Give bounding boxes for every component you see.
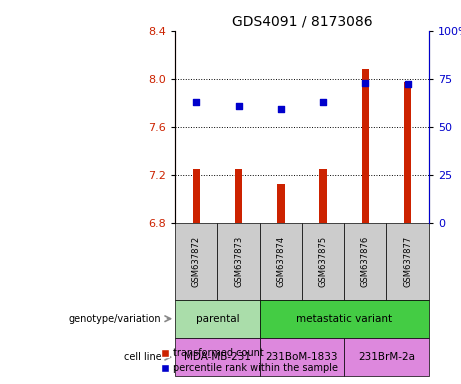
- Bar: [344, 223, 386, 300]
- Text: GSM637876: GSM637876: [361, 235, 370, 287]
- Bar: [344, 338, 429, 376]
- Bar: [277, 184, 284, 223]
- Bar: [302, 223, 344, 300]
- Bar: [319, 169, 327, 223]
- Point: [277, 106, 284, 113]
- Text: parental: parental: [195, 314, 239, 324]
- Text: cell line: cell line: [124, 352, 161, 362]
- Text: GSM637874: GSM637874: [276, 235, 285, 287]
- Bar: [193, 169, 200, 223]
- Text: metastatic variant: metastatic variant: [296, 314, 392, 324]
- Point: [235, 103, 242, 109]
- Bar: [260, 338, 344, 376]
- Text: GSM637875: GSM637875: [319, 235, 328, 287]
- Bar: [175, 223, 218, 300]
- Bar: [404, 82, 411, 223]
- Bar: [260, 223, 302, 300]
- Text: GSM637877: GSM637877: [403, 235, 412, 287]
- Text: GSM637873: GSM637873: [234, 235, 243, 287]
- Point: [404, 81, 411, 88]
- Bar: [260, 300, 429, 338]
- Bar: [235, 169, 242, 223]
- Text: genotype/variation: genotype/variation: [69, 314, 161, 324]
- Bar: [218, 223, 260, 300]
- Title: GDS4091 / 8173086: GDS4091 / 8173086: [231, 14, 372, 28]
- Point: [193, 99, 200, 105]
- Legend: transformed count, percentile rank within the sample: transformed count, percentile rank withi…: [157, 344, 342, 377]
- Bar: [386, 223, 429, 300]
- Bar: [175, 338, 260, 376]
- Point: [362, 79, 369, 86]
- Point: [319, 99, 327, 105]
- Text: GSM637872: GSM637872: [192, 235, 201, 287]
- Text: 231BoM-1833: 231BoM-1833: [266, 352, 338, 362]
- Bar: [175, 300, 260, 338]
- Text: 231BrM-2a: 231BrM-2a: [358, 352, 415, 362]
- Bar: [361, 69, 369, 223]
- Text: MDA-MB-231: MDA-MB-231: [184, 352, 251, 362]
